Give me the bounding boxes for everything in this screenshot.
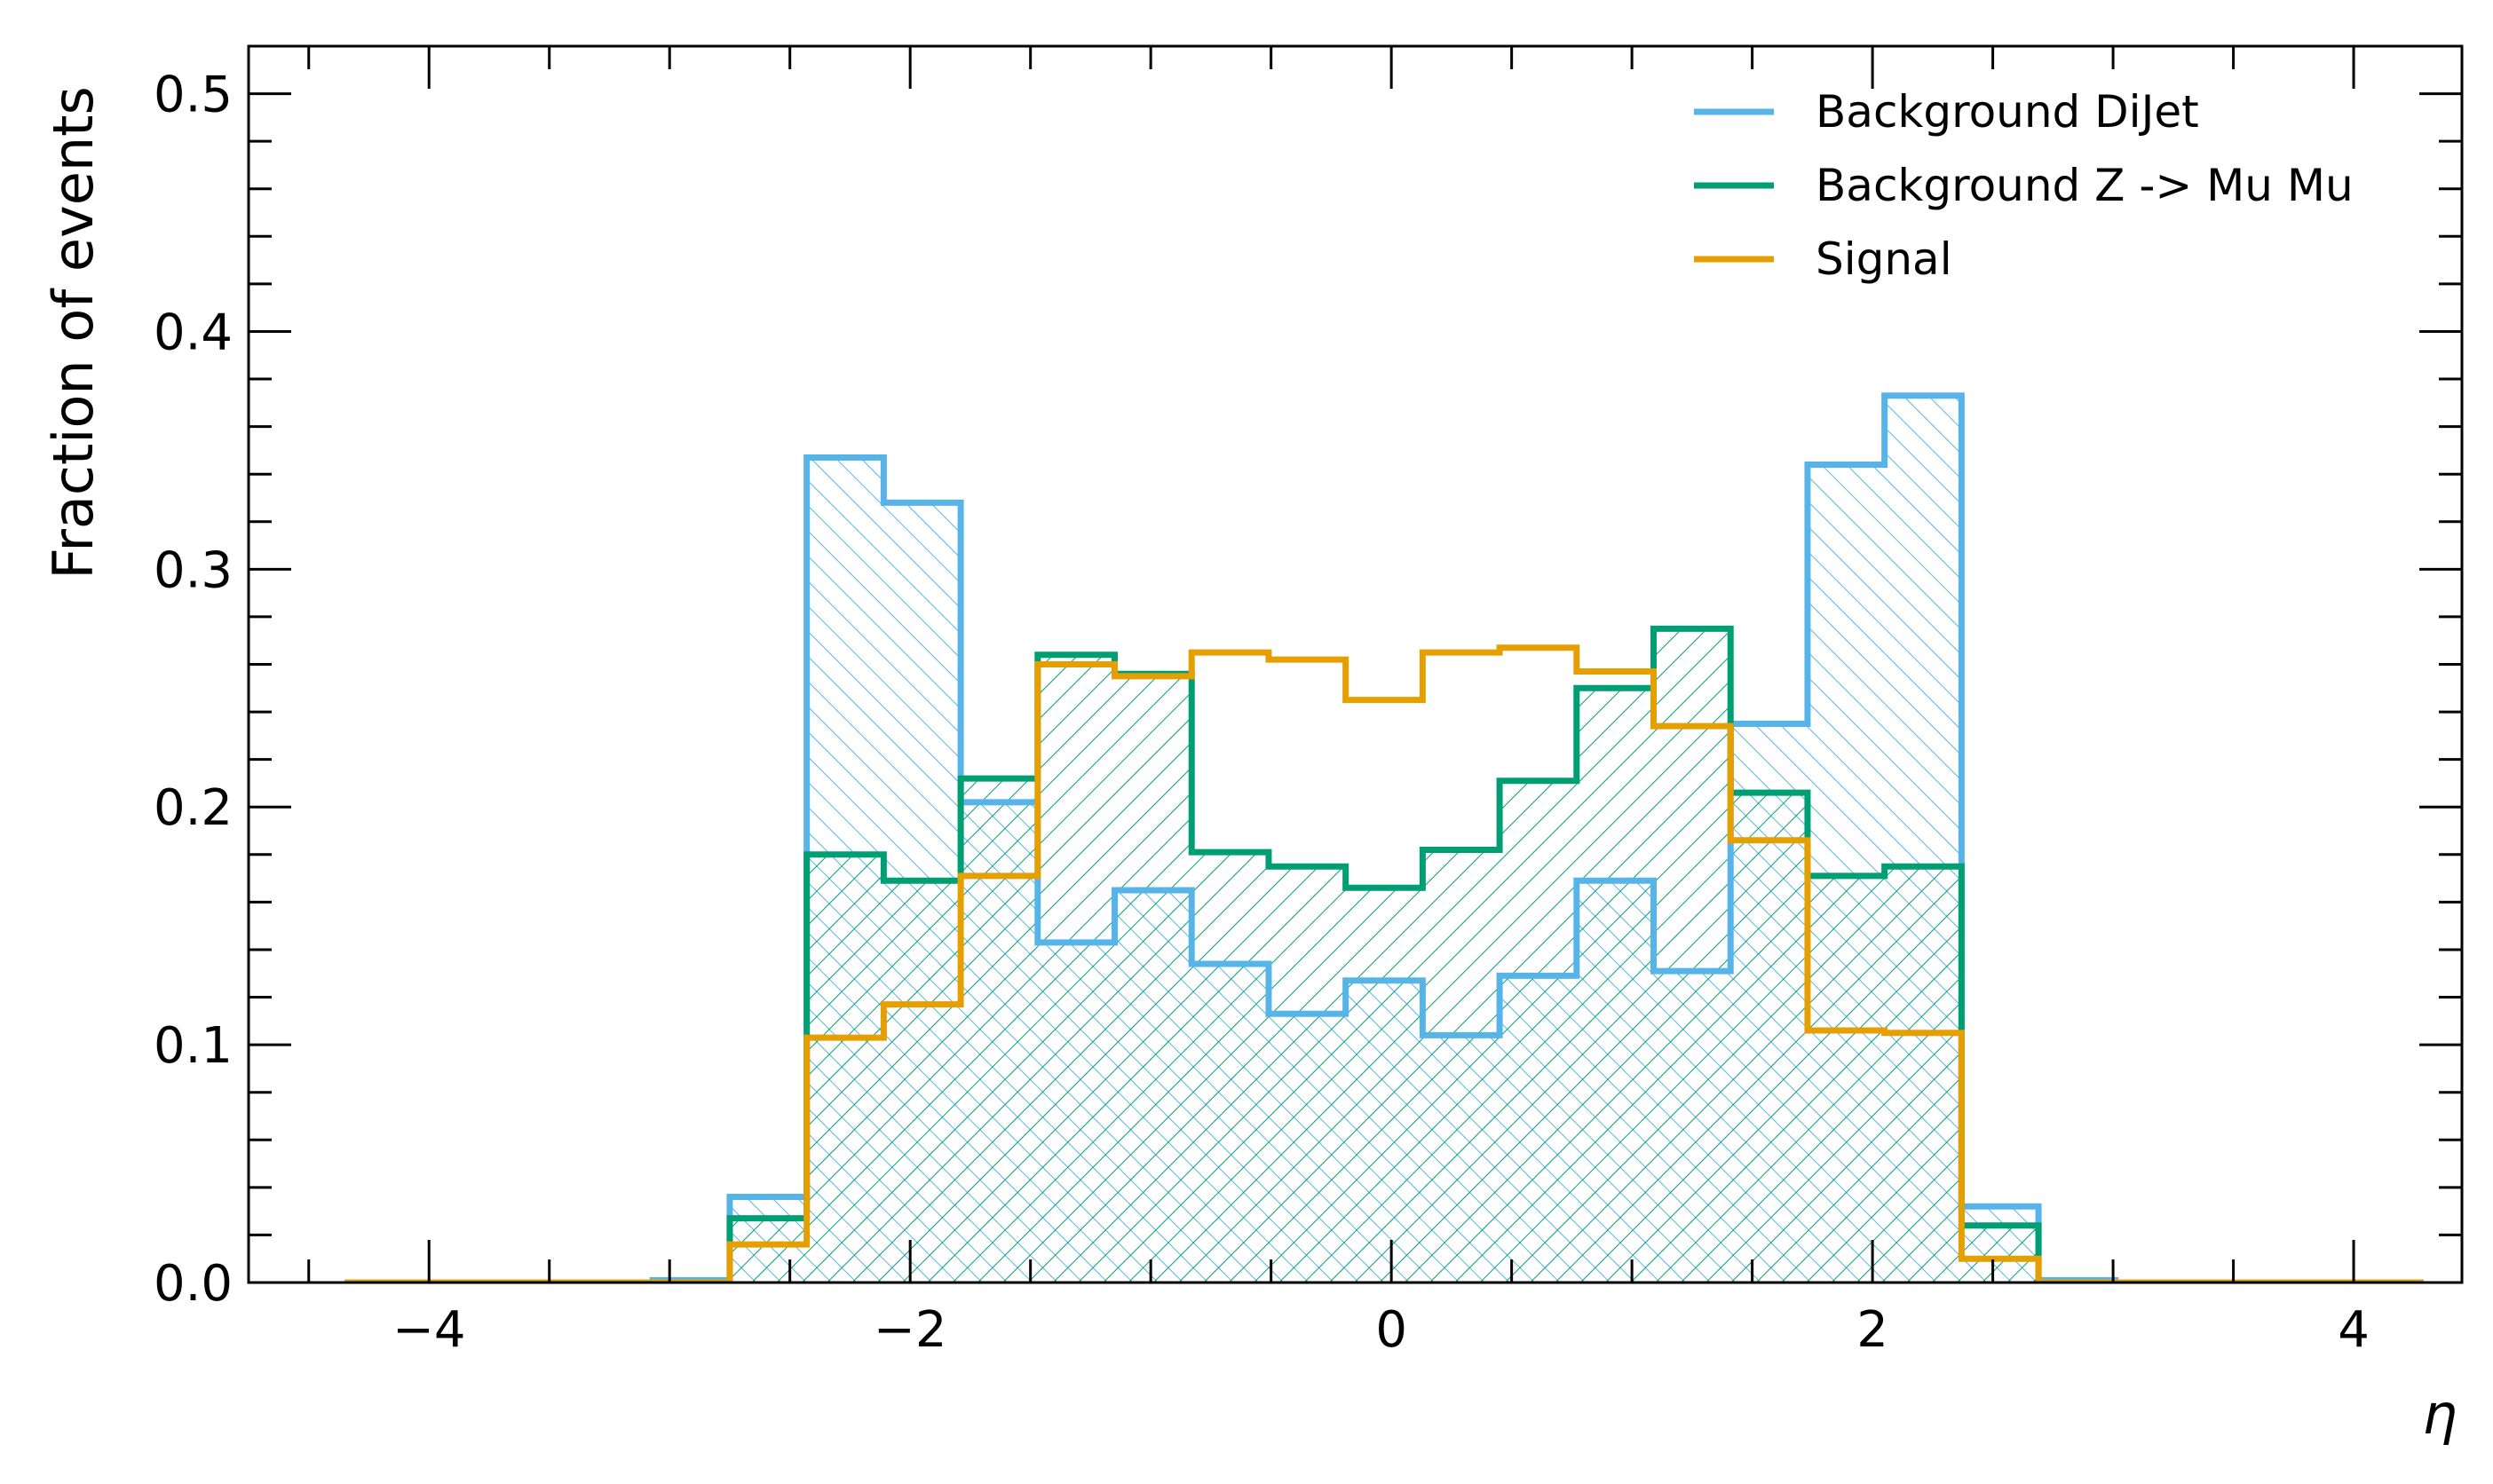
- y-tick-label: 0.3: [154, 541, 233, 599]
- axis-ticks: [249, 44, 2462, 1284]
- y-tick-label: 0.4: [154, 304, 233, 361]
- y-tick-label: 0.2: [154, 779, 233, 837]
- x-tick-label: 0: [1375, 1301, 1407, 1359]
- legend: Background DiJet Background Z -> Mu Mu Sig…: [1694, 86, 2354, 285]
- legend-label: Background DiJet: [1816, 86, 2199, 138]
- y-tick-labels: 0.0 0.1 0.2 0.3 0.4 0.5: [154, 67, 233, 1313]
- x-tick-label: −2: [874, 1301, 947, 1359]
- y-axis-label: Fraction of events: [41, 86, 106, 580]
- bar: [1114, 674, 1192, 1283]
- bar: [1422, 849, 1500, 1283]
- x-tick-label: 2: [1856, 1301, 1888, 1359]
- x-tick-labels: −4 −2 0 2 4: [392, 1301, 2370, 1359]
- series-bars-1: [729, 628, 2039, 1283]
- histogram-bins: [653, 395, 2116, 1283]
- bar: [1268, 866, 1346, 1283]
- y-tick-label: 0.5: [154, 67, 233, 124]
- y-tick-label: 0.1: [154, 1017, 233, 1075]
- bar: [1037, 654, 1115, 1283]
- legend-label: Signal: [1816, 233, 1952, 285]
- bar: [1961, 1225, 2039, 1283]
- histogram-outlines: [344, 392, 2424, 1283]
- bar: [961, 778, 1038, 1283]
- bar: [1576, 688, 1654, 1283]
- bar: [1807, 875, 1885, 1283]
- bar: [1345, 888, 1423, 1283]
- y-tick-label: 0.0: [154, 1255, 233, 1313]
- series-line-0: [344, 392, 2424, 1283]
- bar: [1884, 866, 1962, 1283]
- bar: [1653, 628, 1731, 1283]
- legend-label: Background Z -> Mu Mu: [1816, 160, 2354, 211]
- x-tick-label: 4: [2338, 1301, 2370, 1359]
- bar: [1500, 780, 1577, 1283]
- bar: [1191, 852, 1269, 1283]
- series-line-2: [344, 644, 2424, 1283]
- x-tick-label: −4: [392, 1301, 466, 1359]
- bar: [806, 854, 884, 1283]
- bar: [729, 1218, 807, 1283]
- bar: [883, 880, 962, 1283]
- x-axis-label: η: [2422, 1382, 2457, 1447]
- bar: [1730, 793, 1808, 1283]
